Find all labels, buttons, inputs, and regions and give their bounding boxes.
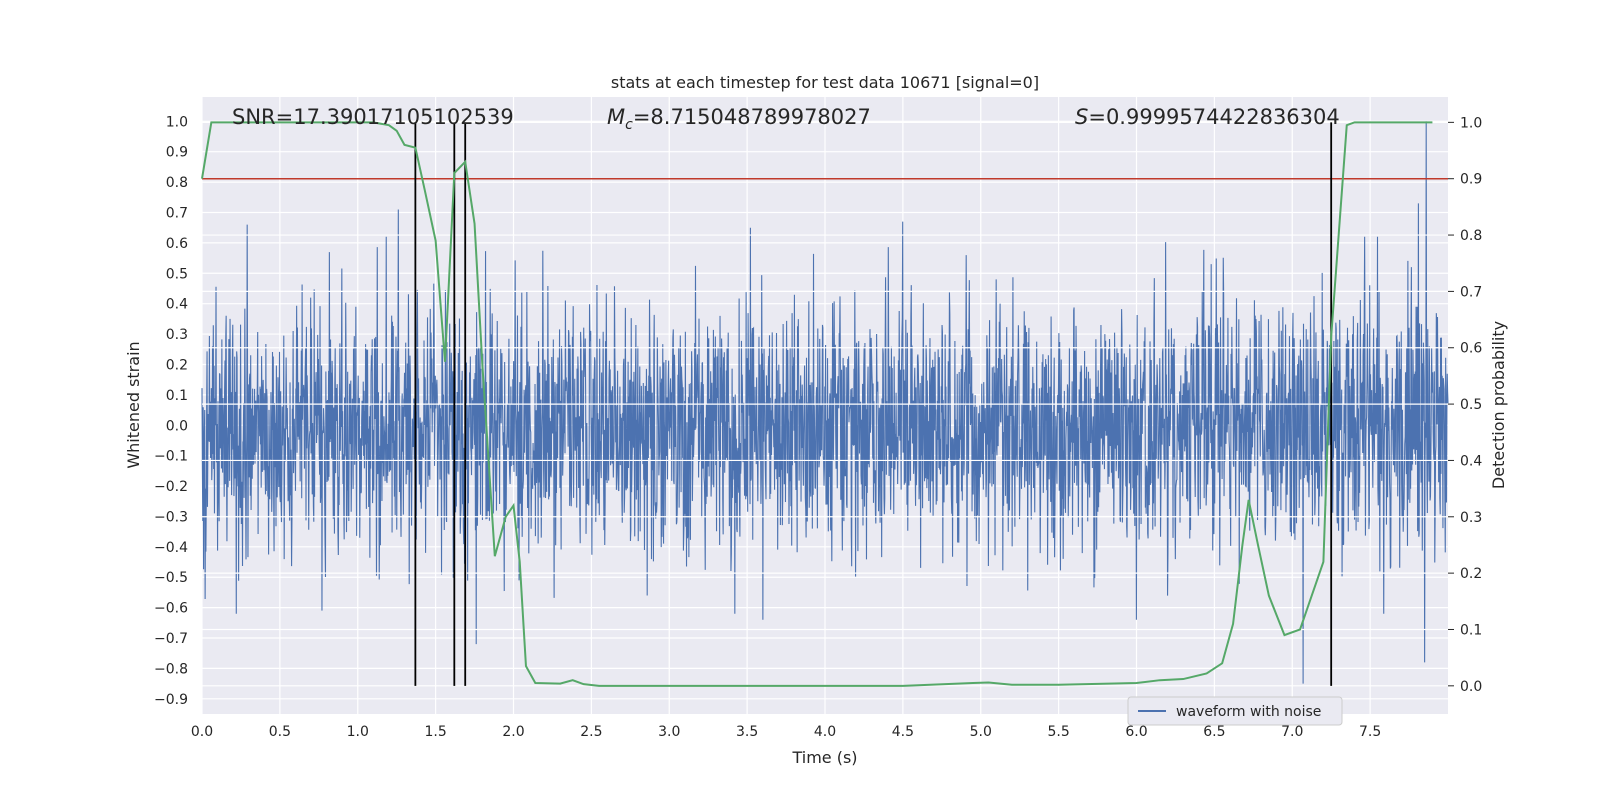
x-tick-label: 6.0: [1125, 724, 1147, 740]
y-tick-label: −0.1: [154, 449, 188, 465]
x-tick-label: 5.5: [1047, 724, 1069, 740]
legend-entry: waveform with noise: [1176, 704, 1321, 720]
y-tick-label: 0.5: [166, 266, 188, 282]
y-tick-label: 0.9: [166, 145, 188, 161]
y2-tick-label: 0.3: [1460, 510, 1482, 526]
y2-tick-label: 1.0: [1460, 115, 1482, 131]
y-tick-label: 0.6: [166, 236, 188, 252]
x-tick-label: 1.5: [424, 724, 446, 740]
y2-tick-label: 0.9: [1460, 172, 1482, 188]
probability-line: [201, 121, 1433, 687]
snr-value: 17.39017105102539: [293, 105, 513, 129]
y2-tick-label: 0.8: [1460, 228, 1482, 244]
y2-tick-labels: 1.0 0.9 0.8 0.7 0.6 0.5 0.4 0.3 0.2 0.1 0.0: [1448, 115, 1482, 695]
y2-tick-label: 0.0: [1460, 679, 1482, 695]
y-tick-label: −0.7: [154, 631, 188, 647]
x-tick-label: 7.5: [1359, 724, 1381, 740]
x-tick-label: 0.0: [191, 724, 213, 740]
y-tick-labels: 1.0 0.9 0.8 0.7 0.6 0.5 0.4 0.3 0.2 0.1 0.0 −0.1 −0.…: [154, 114, 188, 707]
x-tick-label: 4.5: [892, 724, 914, 740]
detection-probability-series: [201, 121, 1433, 687]
y-tick-label: −0.4: [154, 540, 188, 556]
x-tick-label: 6.5: [1203, 724, 1225, 740]
mc-annotation: Mc=8.715048789978027: [607, 105, 871, 133]
snr-label: SNR=: [232, 105, 293, 129]
x-tick-label: 3.5: [736, 724, 758, 740]
x-tick-labels: 0.0 0.5 1.0 1.5 2.0 2.5 3.0 3.5 4.0 4.5 5.0 5.5 6.0 6…: [191, 724, 1381, 740]
y-axis-label: Whitened strain: [124, 341, 143, 468]
y-tick-label: 0.7: [166, 205, 188, 221]
s-annotation: S=0.9999574422836304: [1075, 105, 1340, 129]
y-tick-label: 0.3: [166, 327, 188, 343]
y2-tick-label: 0.5: [1460, 397, 1482, 413]
y-tick-label: −0.5: [154, 570, 188, 586]
y-tick-label: −0.2: [154, 479, 188, 495]
x-tick-label: 1.0: [347, 724, 369, 740]
y-tick-label: 0.8: [166, 175, 188, 191]
x-tick-label: 3.0: [658, 724, 680, 740]
mc-value: =8.715048789978027: [633, 105, 871, 129]
y2-tick-label: 0.2: [1460, 566, 1482, 582]
mc-label: M: [607, 105, 625, 129]
x-tick-label: 2.0: [502, 724, 524, 740]
snr-annotation: SNR=17.39017105102539: [232, 105, 514, 129]
chart-title: stats at each timestep for test data 106…: [611, 73, 1039, 92]
x-tick-label: 5.0: [970, 724, 992, 740]
mc-subscript: c: [625, 117, 633, 133]
y-tick-label: 0.0: [166, 418, 188, 434]
s-label: S: [1075, 105, 1088, 129]
x-tick-label: 0.5: [269, 724, 291, 740]
x-axis-label: Time (s): [791, 748, 857, 767]
x-tick-label: 4.0: [814, 724, 836, 740]
y-tick-label: −0.9: [154, 692, 188, 708]
y-tick-label: −0.8: [154, 661, 188, 677]
y-tick-label: −0.6: [154, 601, 188, 617]
x-tick-label: 2.5: [580, 724, 602, 740]
vertical-event-lines: [414, 122, 1333, 686]
x-tick-label: 7.0: [1281, 724, 1303, 740]
y2-tick-label: 0.7: [1460, 284, 1482, 300]
y-tick-label: 1.0: [166, 114, 188, 130]
y-tick-label: 0.1: [166, 388, 188, 404]
y2-tick-label: 0.6: [1460, 341, 1482, 357]
legend: waveform with noise: [1127, 696, 1343, 726]
y2-axis-label: Detection probability: [1489, 321, 1508, 489]
y2-tick-label: 0.1: [1460, 622, 1482, 638]
y-tick-label: −0.3: [154, 509, 188, 525]
y-tick-label: 0.4: [166, 297, 188, 313]
s-value: =0.9999574422836304: [1088, 105, 1339, 129]
y-tick-label: 0.2: [166, 357, 188, 373]
y2-tick-label: 0.4: [1460, 453, 1482, 469]
legend-box: [1127, 696, 1343, 726]
